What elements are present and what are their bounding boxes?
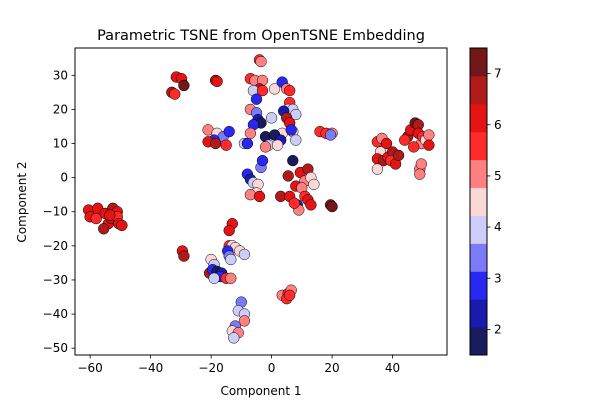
x-tick-label: −20 xyxy=(198,361,223,375)
scatter-point xyxy=(284,289,296,301)
scatter-point xyxy=(116,219,128,232)
colorbar-tick-label: 6 xyxy=(494,118,502,132)
y-tick-label: −40 xyxy=(43,307,68,321)
scatter-point xyxy=(259,141,272,153)
scatter-point xyxy=(241,137,254,150)
plot-frame xyxy=(74,47,448,356)
y-tick-label: 10 xyxy=(53,137,68,151)
colorbar-bin xyxy=(470,215,487,244)
y-tick-label: −30 xyxy=(43,273,68,287)
y-axis-label: Component 2 xyxy=(15,161,29,242)
scatter-point xyxy=(290,134,302,146)
scatter-point xyxy=(178,79,190,92)
scatter-point xyxy=(220,139,232,151)
x-tick-label: 40 xyxy=(385,361,400,375)
scatter-point xyxy=(305,199,317,211)
colorbar-bin xyxy=(470,75,487,105)
scatter-point xyxy=(209,137,222,150)
colorbar-tick-label: 2 xyxy=(494,322,502,336)
scatter-point xyxy=(90,212,102,225)
y-axis-ticks: −50 −40 −30 −20 −10 0 10 20 30 xyxy=(43,68,75,355)
y-tick-label: −20 xyxy=(43,239,68,253)
scatter-point xyxy=(265,112,278,124)
scatter-point xyxy=(255,55,267,68)
colorbar-ticks: 2 3 4 5 6 7 xyxy=(487,67,502,336)
scatter-point xyxy=(288,197,300,209)
scatter-point xyxy=(392,149,405,162)
colorbar-bin xyxy=(470,299,487,328)
scatter-point xyxy=(178,250,190,262)
colorbar-bin xyxy=(470,187,487,216)
scatter-point xyxy=(256,154,269,167)
scatter-point xyxy=(423,139,435,151)
scatter-point xyxy=(282,170,294,182)
colorbar-bin xyxy=(470,159,487,189)
scatter-point xyxy=(271,139,284,151)
scatter-point xyxy=(380,137,393,150)
y-tick-label: 30 xyxy=(53,68,68,82)
scatter-point xyxy=(326,200,338,213)
scatter-point xyxy=(268,83,281,95)
x-tick-label: 20 xyxy=(324,361,339,375)
x-axis-ticks: −60 −40 −20 0 20 40 xyxy=(77,355,400,375)
y-tick-label: 0 xyxy=(60,171,68,185)
colorbar-tick-label: 7 xyxy=(494,67,502,81)
colorbar-bin xyxy=(470,103,487,133)
colorbar-bin xyxy=(470,48,487,77)
colorbar xyxy=(470,48,487,356)
scatter-point xyxy=(287,154,299,167)
colorbar-bin xyxy=(470,243,487,272)
scatter-point xyxy=(250,93,263,105)
scatter-point xyxy=(98,223,110,235)
scatter-point xyxy=(399,134,411,146)
colorbar-bin xyxy=(470,327,487,356)
x-tick-label: −40 xyxy=(138,361,163,375)
scatter-point xyxy=(285,124,297,136)
scatter-point xyxy=(104,209,116,221)
scatter-point xyxy=(223,224,235,237)
x-tick-label: −60 xyxy=(77,361,102,375)
scatter-point xyxy=(253,190,266,203)
scatter-point xyxy=(228,332,240,344)
scatter-point xyxy=(223,125,235,138)
scatter-point xyxy=(225,272,237,284)
colorbar-frame xyxy=(469,47,488,356)
y-tick-label: −10 xyxy=(43,205,68,219)
colorbar-tick-label: 4 xyxy=(494,220,502,234)
colorbar-bin xyxy=(470,131,487,161)
scatter-point xyxy=(208,272,220,284)
scatter-point xyxy=(408,141,420,153)
scatter-point xyxy=(414,168,426,180)
scatter-point xyxy=(423,129,435,141)
chart-title: Parametric TSNE from OpenTSNE Embedding xyxy=(97,28,425,44)
x-axis-label: Component 1 xyxy=(220,384,301,398)
colorbar-tick-label: 5 xyxy=(494,169,502,183)
scatter-point xyxy=(256,84,269,97)
scatter-point xyxy=(238,315,251,327)
scatter-point xyxy=(238,248,251,261)
y-tick-label: −50 xyxy=(43,341,68,355)
scatter-point xyxy=(211,75,223,88)
scatter-point xyxy=(371,163,384,175)
scatter-point xyxy=(324,129,337,141)
scatter-point xyxy=(244,127,257,139)
scatter-point xyxy=(169,88,181,100)
colorbar-bin xyxy=(470,271,487,300)
y-tick-label: 20 xyxy=(53,102,68,116)
scatter-point xyxy=(284,84,296,97)
points-layer xyxy=(82,54,435,344)
colorbar-tick-label: 3 xyxy=(494,271,502,285)
scatter-point xyxy=(308,178,320,191)
scatter-point xyxy=(415,158,427,170)
x-tick-label: 0 xyxy=(268,361,276,375)
scatter-point xyxy=(225,253,237,266)
